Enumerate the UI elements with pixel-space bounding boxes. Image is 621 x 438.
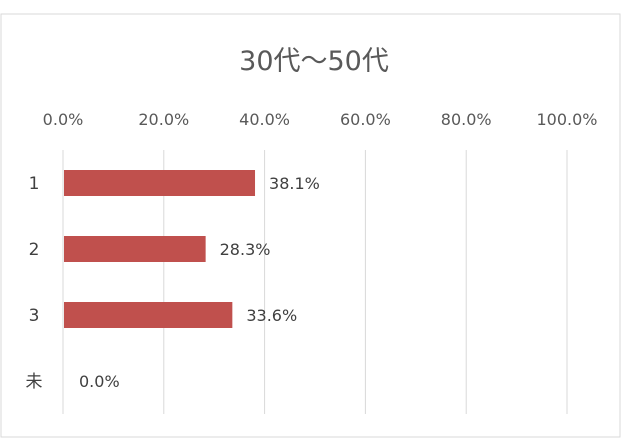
x-tick-label: 0.0% xyxy=(43,110,84,129)
x-tick-label: 80.0% xyxy=(441,110,492,129)
category-label: 1 xyxy=(29,174,40,194)
bar xyxy=(64,236,206,262)
bar xyxy=(64,170,256,196)
x-tick-label: 60.0% xyxy=(340,110,391,129)
chart-border xyxy=(0,13,621,438)
category-label: 3 xyxy=(29,306,40,326)
data-labels: 38.1% 28.3% 33.6% 0.0% xyxy=(79,174,320,391)
data-label: 38.1% xyxy=(269,174,320,193)
data-label: 28.3% xyxy=(220,240,271,259)
x-axis-ticks: 0.0% 20.0% 40.0% 60.0% 80.0% 100.0% xyxy=(43,110,598,129)
category-labels: 1 2 3 未 xyxy=(26,174,43,392)
bars xyxy=(64,170,256,328)
data-label: 0.0% xyxy=(79,372,120,391)
category-label: 2 xyxy=(29,240,40,260)
data-label: 33.6% xyxy=(246,306,297,325)
x-tick-label: 40.0% xyxy=(239,110,290,129)
category-label: 未 xyxy=(26,372,43,392)
bar xyxy=(64,302,233,328)
x-tick-label: 100.0% xyxy=(536,110,597,129)
chart-title: 30代～50代 xyxy=(239,46,389,77)
x-tick-label: 20.0% xyxy=(138,110,189,129)
